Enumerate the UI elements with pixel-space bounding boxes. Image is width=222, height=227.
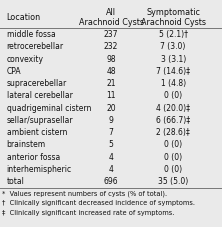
Text: 20: 20 [106, 104, 116, 113]
Text: ambient cistern: ambient cistern [7, 128, 67, 137]
Text: *  Values represent numbers of cysts (% of total).: * Values represent numbers of cysts (% o… [2, 190, 167, 197]
Text: 0 (0): 0 (0) [164, 153, 182, 162]
Text: 4: 4 [109, 153, 113, 162]
Text: 5: 5 [109, 140, 113, 149]
Text: interhemispheric: interhemispheric [7, 165, 72, 174]
Text: 48: 48 [106, 67, 116, 76]
Text: 4 (20.0)‡: 4 (20.0)‡ [156, 104, 190, 113]
Text: 232: 232 [104, 42, 118, 51]
Text: 0 (0): 0 (0) [164, 140, 182, 149]
Text: 3 (3.1): 3 (3.1) [161, 54, 186, 64]
Text: anterior fossa: anterior fossa [7, 153, 60, 162]
Text: middle fossa: middle fossa [7, 30, 56, 39]
Text: retrocerebellar: retrocerebellar [7, 42, 64, 51]
Text: ‡  Clinically significant increased rate of symptoms.: ‡ Clinically significant increased rate … [2, 210, 174, 215]
Text: 21: 21 [106, 79, 116, 88]
Text: Location: Location [7, 13, 41, 22]
Text: 7 (14.6)‡: 7 (14.6)‡ [156, 67, 190, 76]
Text: total: total [7, 177, 25, 186]
Text: brainstem: brainstem [7, 140, 46, 149]
Text: convexity: convexity [7, 54, 44, 64]
Text: All
Arachnoid Cysts: All Arachnoid Cysts [79, 8, 143, 27]
Text: 5 (2.1)†: 5 (2.1)† [159, 30, 188, 39]
Text: 0 (0): 0 (0) [164, 165, 182, 174]
Text: 0 (0): 0 (0) [164, 91, 182, 100]
Text: 11: 11 [106, 91, 116, 100]
Text: 35 (5.0): 35 (5.0) [158, 177, 188, 186]
Text: quadrigeminal cistern: quadrigeminal cistern [7, 104, 91, 113]
Text: sellar/suprasellar: sellar/suprasellar [7, 116, 73, 125]
Text: †  Clinically significant decreased incidence of symptoms.: † Clinically significant decreased incid… [2, 200, 195, 206]
Text: 696: 696 [104, 177, 118, 186]
Text: 237: 237 [104, 30, 118, 39]
Text: lateral cerebellar: lateral cerebellar [7, 91, 73, 100]
Text: 2 (28.6)‡: 2 (28.6)‡ [156, 128, 190, 137]
Text: 9: 9 [109, 116, 113, 125]
Text: 6 (66.7)‡: 6 (66.7)‡ [156, 116, 190, 125]
Text: 7 (3.0): 7 (3.0) [161, 42, 186, 51]
Text: 98: 98 [106, 54, 116, 64]
Text: Symptomatic
Arachnoid Cysts: Symptomatic Arachnoid Cysts [141, 8, 206, 27]
Text: supracerebellar: supracerebellar [7, 79, 67, 88]
Text: 1 (4.8): 1 (4.8) [161, 79, 186, 88]
Text: 4: 4 [109, 165, 113, 174]
Text: CPA: CPA [7, 67, 21, 76]
Text: 7: 7 [109, 128, 113, 137]
